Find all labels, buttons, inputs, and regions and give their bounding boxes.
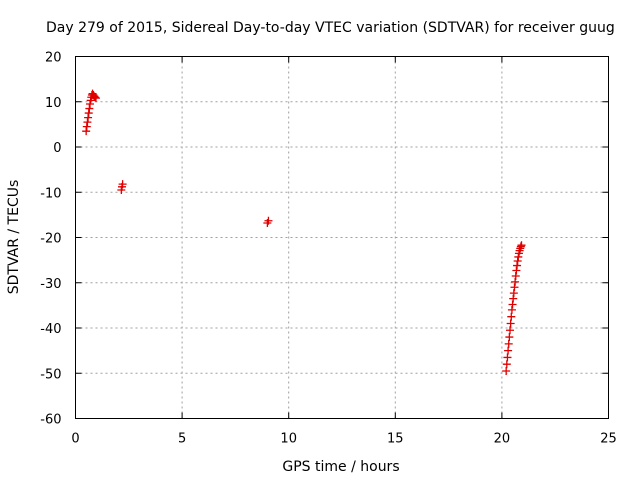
data-point-23 [504, 346, 513, 355]
data-point-17 [118, 180, 127, 189]
data-point-24 [504, 339, 513, 348]
data-point-26 [506, 326, 515, 335]
data-point-13 [91, 93, 100, 102]
x-tick-label-1: 5 [178, 432, 186, 447]
x-tick-label-3: 15 [387, 432, 404, 447]
y-tick-label-3: -10 [40, 186, 61, 201]
y-axis-title: SDTVAR / TECUs [6, 180, 22, 295]
data-points [82, 89, 526, 375]
data-point-44 [517, 241, 526, 250]
y-tick-label-7: -50 [40, 367, 61, 382]
data-point-22 [503, 353, 512, 362]
y-tick-label-1: 10 [45, 96, 62, 111]
data-point-12 [90, 92, 99, 101]
data-point-28 [507, 312, 516, 321]
x-axis-title: GPS time / hours [282, 459, 399, 475]
data-point-21 [502, 360, 511, 369]
data-point-27 [506, 319, 515, 328]
grid [75, 56, 609, 419]
data-point-19 [264, 216, 273, 225]
y-tick-label-8: -60 [40, 413, 61, 428]
data-point-25 [505, 333, 514, 342]
axis-ticks: 0 5 10 15 20 25 20 10 0 -10 -20 -30 -40 -50 -60 [40, 51, 617, 447]
y-tick-label-6: -40 [40, 322, 61, 337]
y-tick-label-2: 0 [53, 141, 61, 156]
x-tick-label-4: 20 [494, 432, 511, 447]
y-tick-label-5: -30 [40, 277, 61, 292]
y-tick-label-4: -20 [40, 232, 61, 247]
x-tick-label-5: 25 [600, 432, 617, 447]
x-tick-label-0: 0 [71, 432, 79, 447]
x-tick-label-2: 10 [280, 432, 297, 447]
chart-title: Day 279 of 2015, Sidereal Day-to-day VTE… [46, 20, 615, 36]
data-point-20 [502, 366, 511, 375]
data-point-14 [91, 94, 100, 103]
y-tick-label-0: 20 [45, 51, 62, 66]
